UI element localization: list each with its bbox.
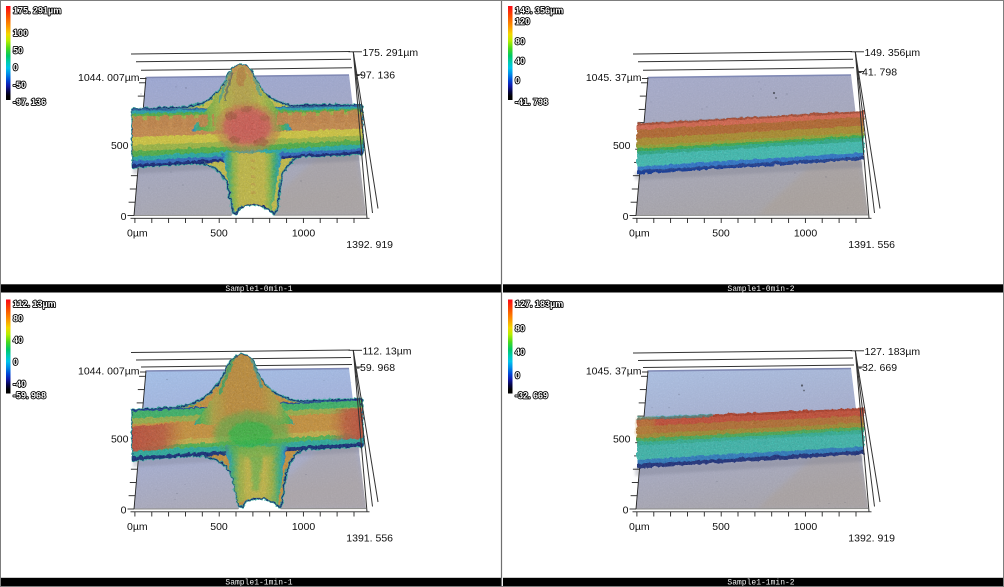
svg-text:1045. 37µm: 1045. 37µm [586, 366, 642, 378]
svg-text:500: 500 [712, 521, 730, 533]
svg-text:Sample1-0min-1: Sample1-0min-1 [225, 285, 292, 294]
svg-text:-40: -40 [13, 379, 26, 389]
svg-text:100: 100 [13, 28, 28, 38]
svg-text:1000: 1000 [794, 228, 818, 240]
svg-text:-41. 798: -41. 798 [515, 97, 548, 107]
svg-text:80: 80 [515, 36, 525, 46]
svg-text:-97. 136: -97. 136 [13, 97, 46, 107]
svg-text:40: 40 [515, 347, 525, 357]
svg-text:0: 0 [515, 76, 520, 86]
svg-text:0µm: 0µm [629, 228, 650, 240]
svg-text:127. 183µm: 127. 183µm [865, 346, 921, 358]
svg-text:1391. 556: 1391. 556 [848, 239, 895, 251]
svg-text:0: 0 [13, 357, 18, 367]
svg-text:1044. 007µm: 1044. 007µm [78, 366, 140, 378]
svg-text:112. 13µm: 112. 13µm [363, 345, 412, 357]
svg-text:-59. 968: -59. 968 [357, 362, 396, 374]
svg-text:500: 500 [210, 521, 228, 533]
svg-text:500: 500 [613, 140, 631, 152]
svg-text:112. 13µm: 112. 13µm [13, 299, 56, 309]
svg-text:500: 500 [613, 434, 631, 446]
svg-text:Sample1-1min-2: Sample1-1min-2 [727, 579, 794, 587]
svg-text:500: 500 [111, 140, 129, 152]
svg-text:500: 500 [712, 228, 730, 240]
svg-text:127. 183µm: 127. 183µm [515, 299, 563, 309]
svg-text:1000: 1000 [292, 521, 316, 533]
svg-text:1045. 37µm: 1045. 37µm [586, 72, 642, 84]
svg-text:50: 50 [13, 45, 23, 55]
svg-text:-32. 669: -32. 669 [515, 391, 548, 401]
svg-text:1000: 1000 [292, 228, 316, 240]
svg-text:40: 40 [13, 335, 23, 345]
svg-text:Sample1-1min-1: Sample1-1min-1 [225, 579, 292, 587]
svg-text:500: 500 [111, 434, 129, 446]
svg-text:175. 291µm: 175. 291µm [363, 47, 419, 59]
svg-text:149. 356µm: 149. 356µm [865, 47, 921, 59]
svg-text:40: 40 [515, 56, 525, 66]
svg-text:0: 0 [13, 63, 18, 73]
svg-text:-41. 798: -41. 798 [859, 67, 898, 79]
svg-text:1000: 1000 [794, 521, 818, 533]
svg-text:175. 291µm: 175. 291µm [13, 6, 61, 16]
svg-text:-59. 968: -59. 968 [13, 391, 46, 401]
svg-text:-97. 136: -97. 136 [357, 70, 396, 82]
svg-text:1392. 919: 1392. 919 [346, 239, 393, 251]
svg-text:0: 0 [121, 211, 127, 223]
svg-text:0µm: 0µm [127, 228, 148, 240]
svg-text:120: 120 [515, 17, 530, 27]
svg-text:0: 0 [121, 505, 127, 517]
svg-text:0: 0 [623, 505, 629, 517]
svg-text:0µm: 0µm [629, 521, 650, 533]
svg-text:1392. 919: 1392. 919 [848, 533, 895, 545]
svg-text:Sample1-0min-2: Sample1-0min-2 [727, 285, 794, 294]
svg-text:0: 0 [515, 371, 520, 381]
svg-text:-32. 669: -32. 669 [859, 362, 898, 374]
svg-text:1391. 556: 1391. 556 [346, 533, 393, 545]
svg-text:149. 356µm: 149. 356µm [515, 6, 563, 16]
svg-text:1044. 007µm: 1044. 007µm [78, 72, 140, 84]
svg-text:0µm: 0µm [127, 521, 148, 533]
svg-text:80: 80 [13, 313, 23, 323]
svg-text:80: 80 [515, 323, 525, 333]
svg-text:-50: -50 [13, 80, 26, 90]
svg-text:500: 500 [210, 228, 228, 240]
svg-text:0: 0 [623, 211, 629, 223]
